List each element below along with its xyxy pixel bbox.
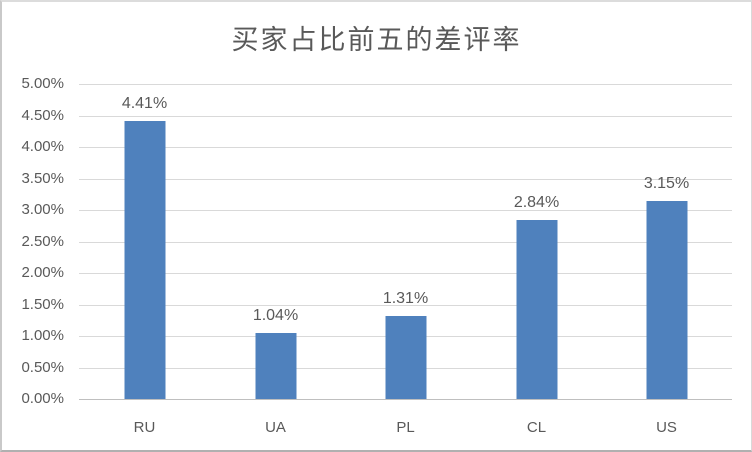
gridline (79, 210, 732, 211)
y-tick-label: 3.00% (21, 201, 64, 218)
bar-ua (255, 333, 296, 399)
gridline (79, 305, 732, 306)
y-tick-label: 1.00% (21, 327, 64, 344)
bar-slot-cl: 2.84% (471, 84, 602, 399)
bar-slot-pl: 1.31% (340, 84, 471, 399)
data-label-ua: 1.04% (252, 307, 299, 324)
x-tick-label-ua: UA (265, 419, 286, 436)
plot-area: 4.41% 1.04% 1.31% 2.84% 3.15% (79, 84, 732, 400)
y-tick-label: 4.00% (21, 138, 64, 155)
gridline (79, 116, 732, 117)
y-tick-label: 1.50% (21, 296, 64, 313)
bar-cl (516, 220, 557, 399)
chart-title: 买家占比前五的差评率 (231, 25, 522, 56)
data-label-us: 3.15% (643, 175, 690, 192)
gridline (79, 147, 732, 148)
y-tick-label: 5.00% (21, 75, 64, 92)
bar-pl (385, 316, 426, 399)
x-tick-label-ru: RU (133, 419, 156, 436)
bar-ru (124, 121, 165, 399)
gridline (79, 273, 732, 274)
x-tick-label-cl: CL (526, 419, 547, 436)
y-tick-label: 0.50% (21, 359, 64, 376)
data-label-ru: 4.41% (121, 95, 168, 112)
y-tick-label: 0.00% (21, 390, 64, 407)
gridline (79, 242, 732, 243)
gridline (79, 84, 732, 85)
bar-slot-ua: 1.04% (210, 84, 341, 399)
y-tick-label: 3.50% (21, 170, 64, 187)
y-tick-label: 4.50% (21, 107, 64, 124)
bar-us (646, 201, 687, 399)
y-tick-label: 2.50% (21, 233, 64, 250)
data-label-cl: 2.84% (513, 194, 560, 211)
x-tick-label-us: US (656, 419, 677, 436)
bar-slot-us: 3.15% (601, 84, 732, 399)
x-tick-label-pl: PL (396, 419, 415, 436)
data-label-pl: 1.31% (382, 290, 429, 307)
y-tick-label: 2.00% (21, 264, 64, 281)
x-axis-line (79, 399, 732, 400)
bar-slot-ru: 4.41% (79, 84, 210, 399)
gridline (79, 179, 732, 180)
